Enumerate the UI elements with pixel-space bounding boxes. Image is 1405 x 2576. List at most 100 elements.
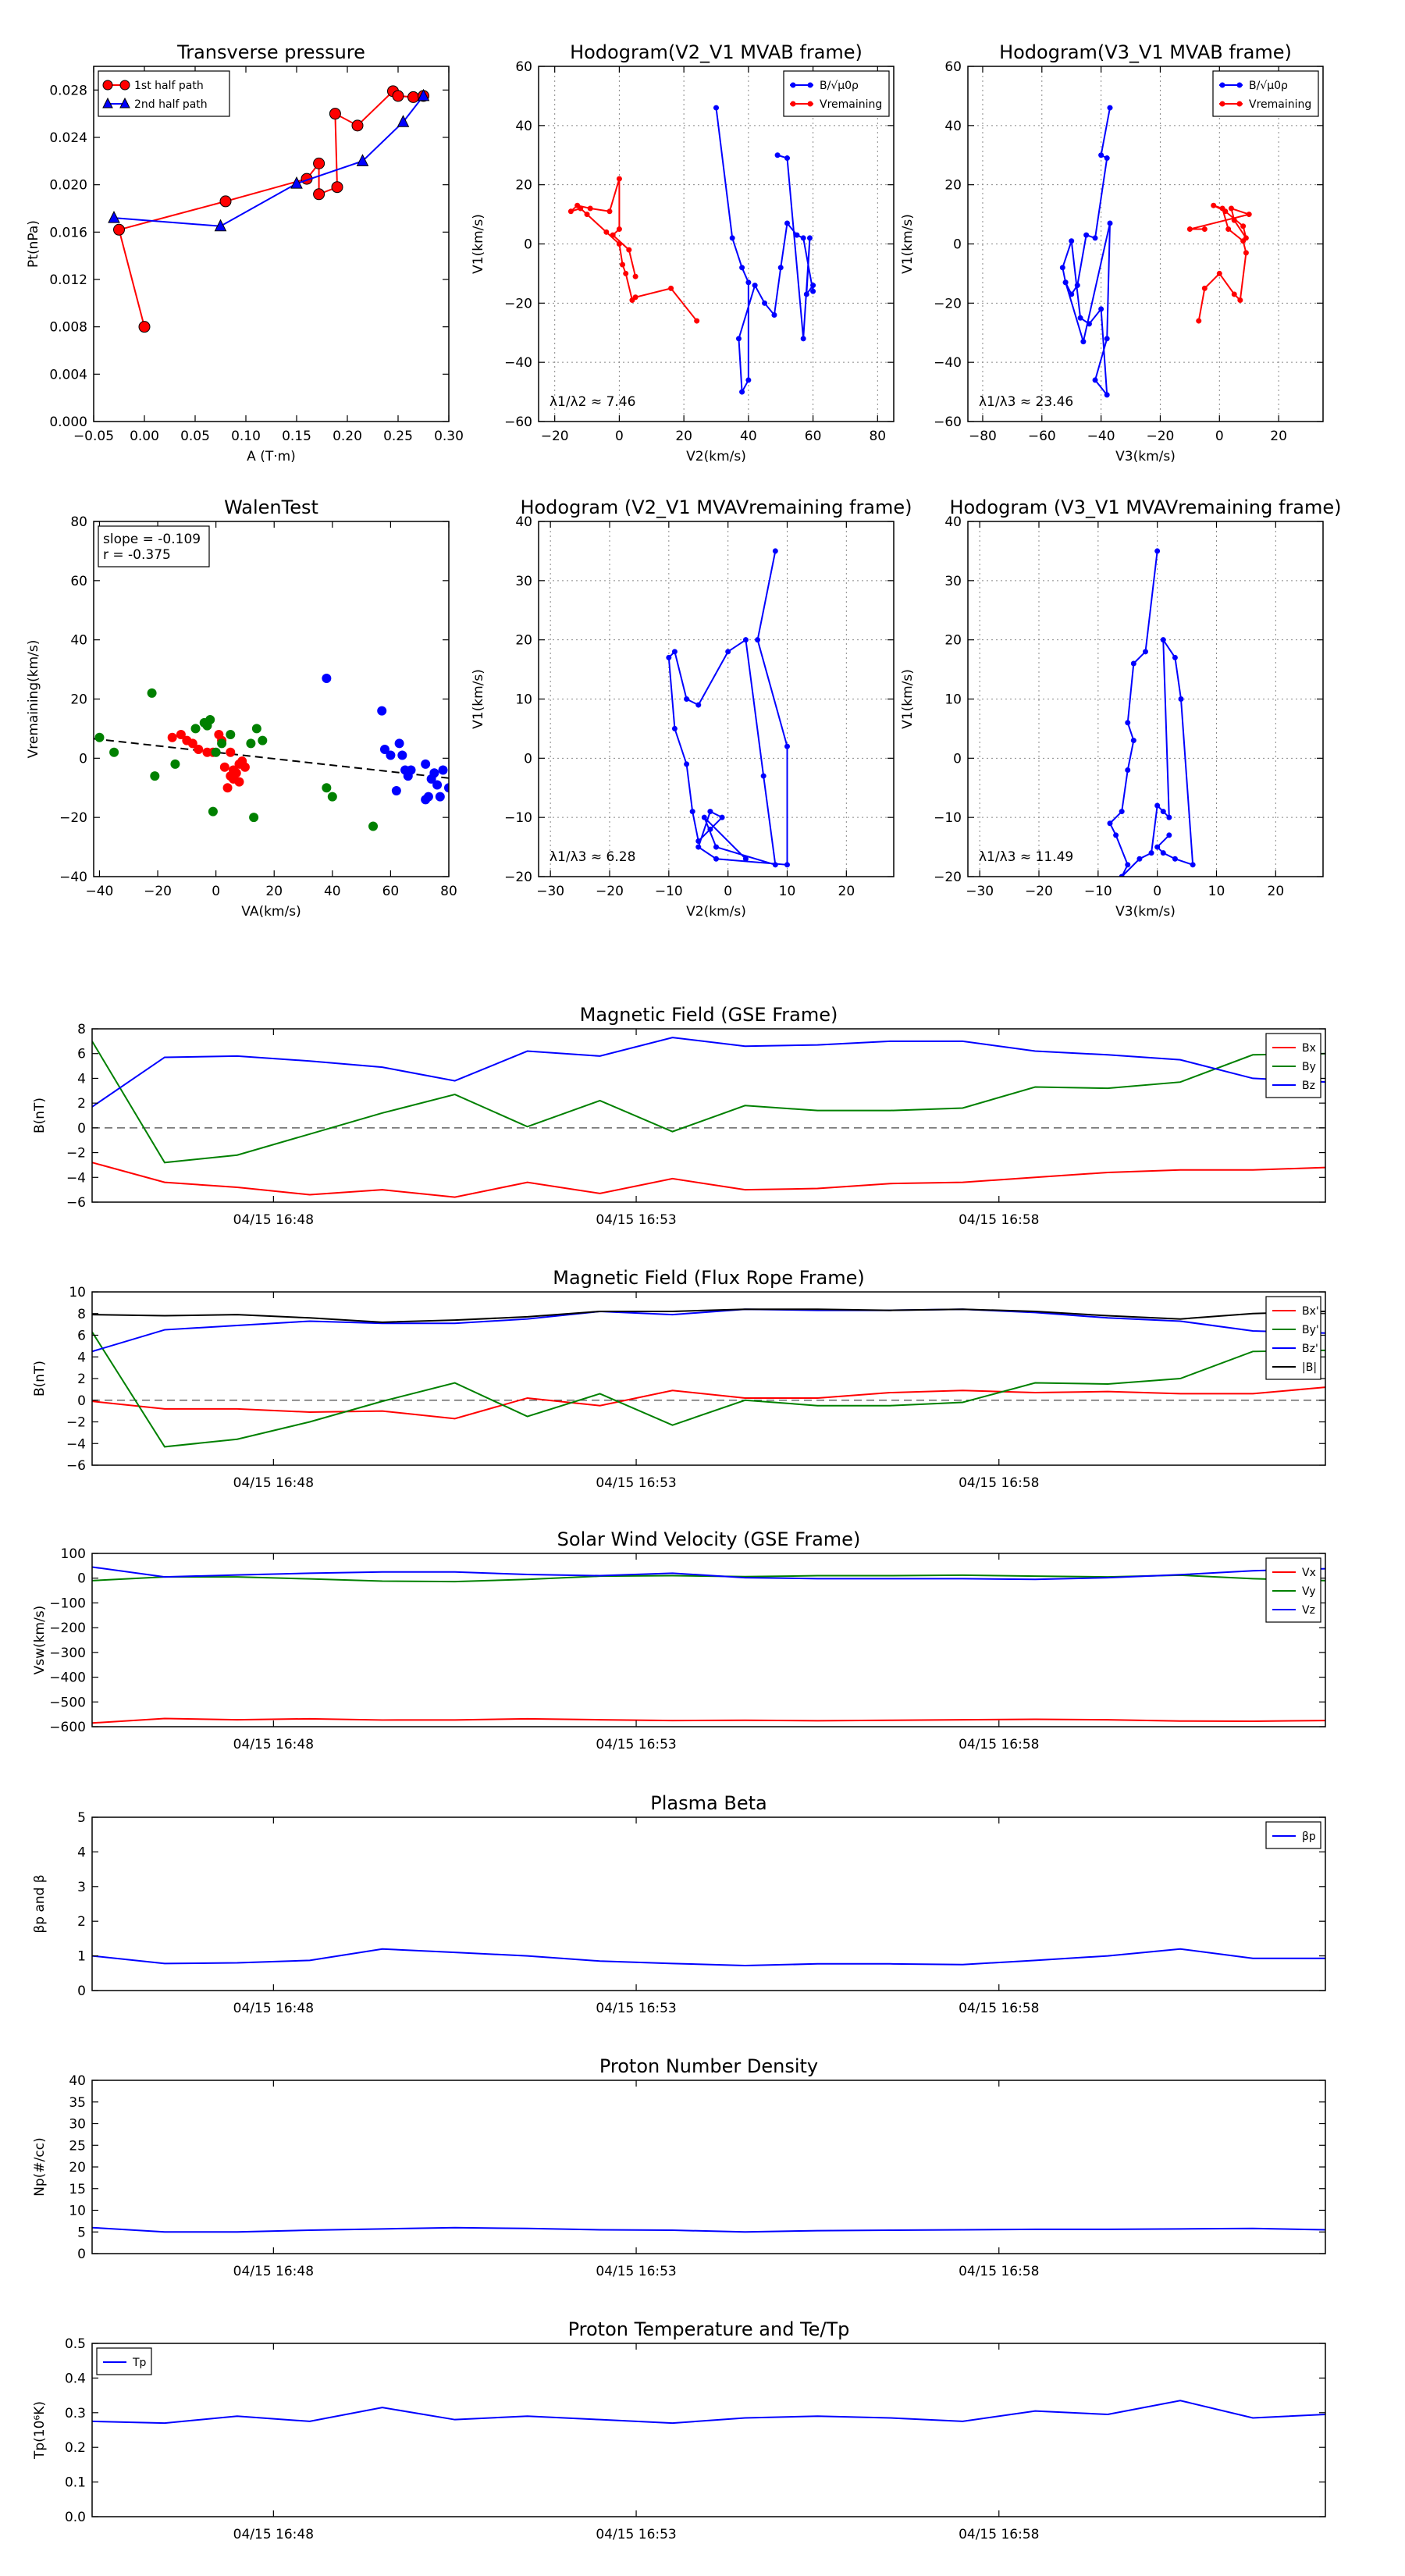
x-tick-label: 04/15 16:53 xyxy=(596,1212,676,1228)
y-tick-label: −2 xyxy=(66,1146,86,1162)
data-point xyxy=(803,291,809,297)
x-tick-label: 60 xyxy=(805,429,822,444)
series-group xyxy=(1059,105,1252,398)
y-tick-label: −6 xyxy=(66,1458,86,1474)
data-point xyxy=(603,229,610,235)
legend-label: By xyxy=(1302,1061,1316,1073)
data-point xyxy=(806,235,813,241)
data-point xyxy=(1062,279,1069,286)
data-point xyxy=(331,181,343,194)
data-point xyxy=(1069,238,1075,244)
x-tick-label: −20 xyxy=(1147,429,1175,444)
x-axis-label: V2(km/s) xyxy=(686,449,746,464)
plasma-beta-chart: 04/15 16:48 04/15 16:53 04/15 16:58 0 1 2 3 4 5 P… xyxy=(32,1792,1326,2016)
y-tick-label: 40 xyxy=(69,2073,86,2089)
data-point xyxy=(771,312,777,318)
data-point xyxy=(246,738,256,749)
y-tick-label: 20 xyxy=(944,178,962,194)
x-tick-label: 20 xyxy=(675,429,692,444)
x-tick-label: 0.00 xyxy=(130,429,159,444)
series-line-0 xyxy=(92,2226,1325,2233)
data-point xyxy=(322,673,332,683)
plot-frame xyxy=(91,1028,1326,1203)
data-point xyxy=(1201,285,1208,291)
x-tick-label: −30 xyxy=(966,884,994,899)
y-tick-label: 20 xyxy=(515,178,532,194)
data-point xyxy=(1172,654,1178,660)
data-point xyxy=(1069,291,1075,297)
x-tick-label: −30 xyxy=(536,884,564,899)
y-tick-label: 0 xyxy=(77,1571,86,1587)
x-tick-label: 04/15 16:48 xyxy=(233,1737,314,1752)
series-group xyxy=(92,1037,1325,1198)
x-tick-label: 0 xyxy=(1153,884,1161,899)
data-point xyxy=(623,270,629,276)
legend: B/√μ0ρ Vremaining xyxy=(783,70,890,117)
fit-line xyxy=(93,738,450,779)
data-point xyxy=(616,226,622,233)
chart-title: Hodogram (V2_V1 MVAVremaining frame) xyxy=(520,496,912,518)
data-point xyxy=(810,283,816,289)
y-tick-label: 0.008 xyxy=(49,320,87,336)
legend-marker xyxy=(1236,82,1243,88)
y-axis-label: B(nT) xyxy=(32,1098,48,1133)
plot-frame xyxy=(91,2343,1326,2517)
y-tick-label: 0.2 xyxy=(65,2440,86,2456)
y-tick-label: 0 xyxy=(524,237,532,253)
data-point xyxy=(784,155,790,162)
eigenvalue-ratio-label: λ1/λ2 ≈ 7.46 xyxy=(550,394,635,410)
annotation-box xyxy=(98,525,210,568)
data-point xyxy=(421,759,431,769)
y-tick-label: 4 xyxy=(77,1845,86,1860)
legend-label: Vz xyxy=(1302,1604,1315,1617)
y-tick-label: 0.5 xyxy=(65,2336,86,2352)
data-point xyxy=(725,649,731,655)
data-point xyxy=(684,696,690,702)
x-tick-label: 0.15 xyxy=(282,429,311,444)
x-tick-label: −20 xyxy=(596,884,624,899)
chart-title: Magnetic Field (Flux Rope Frame) xyxy=(553,1267,864,1289)
y-tick-label: 1 xyxy=(77,1949,86,1965)
data-point xyxy=(707,809,713,815)
legend-marker xyxy=(119,97,130,109)
data-point xyxy=(438,765,448,775)
data-point xyxy=(695,702,702,708)
x-tick-label: 40 xyxy=(740,429,757,444)
data-point xyxy=(219,195,232,208)
y-tick-label: −40 xyxy=(934,355,962,371)
legend-label: 1st half path xyxy=(134,80,204,92)
data-point xyxy=(407,91,419,103)
y-tick-label: 10 xyxy=(944,692,962,708)
x-tick-label: 20 xyxy=(1268,884,1285,899)
legend-label: Bx' xyxy=(1302,1305,1319,1318)
y-tick-label: −20 xyxy=(59,810,87,826)
x-tick-label: 80 xyxy=(869,429,886,444)
data-point xyxy=(1125,720,1131,726)
plot-frame xyxy=(967,521,1324,877)
data-point xyxy=(694,318,700,324)
data-point xyxy=(1130,660,1136,667)
data-point xyxy=(1107,105,1113,111)
data-point xyxy=(629,297,635,304)
x-tick-label: 20 xyxy=(1270,429,1287,444)
legend-label: Tp xyxy=(132,2357,147,2369)
x-tick-label: 04/15 16:58 xyxy=(959,2264,1039,2279)
series-line-1 xyxy=(1190,205,1252,322)
data-point xyxy=(258,735,268,745)
data-point xyxy=(313,188,325,201)
data-point xyxy=(1148,850,1154,856)
legend-box xyxy=(1212,70,1319,117)
y-tick-label: 0.4 xyxy=(65,2371,86,2386)
eigenvalue-ratio-label: λ1/λ3 ≈ 23.46 xyxy=(979,394,1073,410)
y-tick-label: 4 xyxy=(77,1350,86,1365)
walen-test-chart: −40 −20 0 20 40 60 80 −40 −20 0 20 40 60 80 WalenTest V… xyxy=(26,496,457,920)
data-point xyxy=(108,211,120,223)
y-tick-label: 3 xyxy=(77,1880,86,1895)
data-point xyxy=(377,706,387,716)
legend-box xyxy=(783,70,890,117)
data-point xyxy=(214,219,227,232)
data-point xyxy=(719,814,725,820)
solar-wind-velocity-chart: 04/15 16:48 04/15 16:53 04/15 16:58 −600 −50… xyxy=(32,1528,1326,1752)
legend-box xyxy=(98,70,230,117)
data-point xyxy=(290,176,303,189)
